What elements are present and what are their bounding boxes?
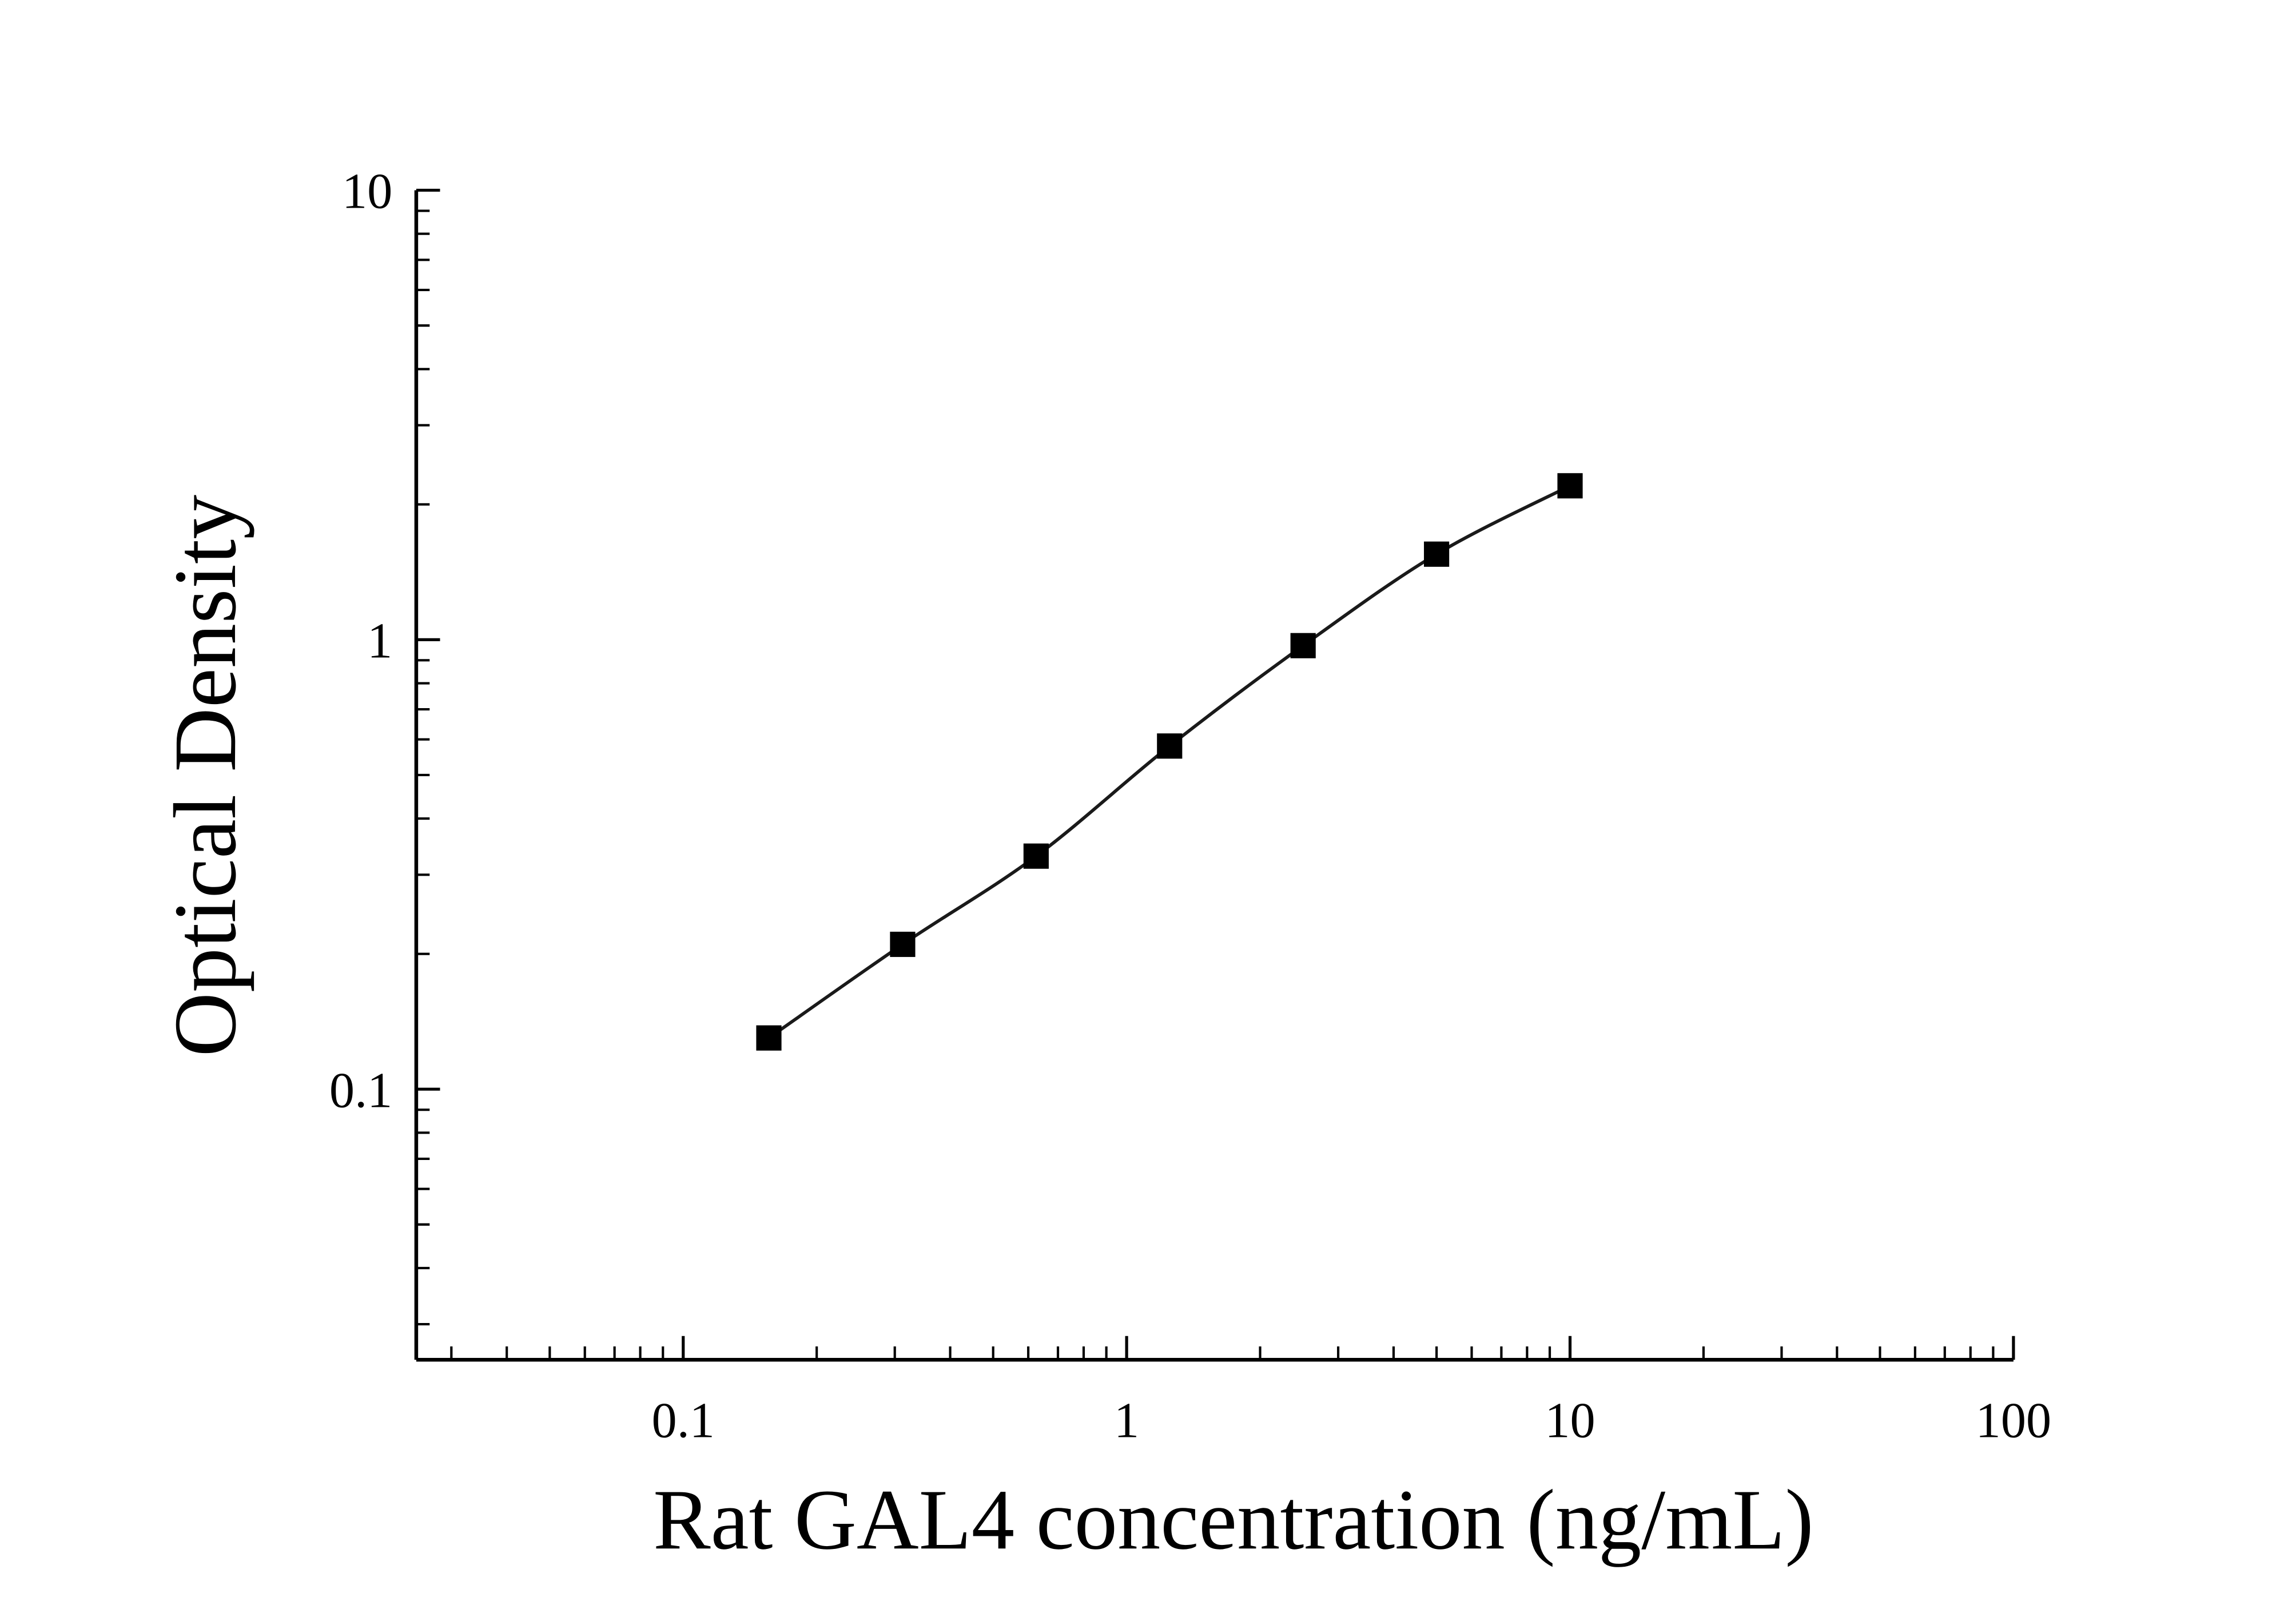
x-tick-label: 100 [1976,1392,2052,1448]
y-tick-label: 1 [367,613,392,669]
plot-area: 0.1 1 10 100 0.1 1 10 [329,164,2051,1449]
data-point-marker [1157,733,1183,759]
data-point-marker [890,931,916,958]
x-tick-label: 1 [1114,1392,1139,1448]
data-point-marker [1557,473,1583,499]
y-axis-title: Optical Density [156,495,254,1057]
data-point-marker [1023,843,1049,869]
data-point-marker [1424,541,1450,567]
data-point-marker [1290,633,1316,658]
x-tick-label: 0.1 [652,1392,715,1448]
data-point-marker [756,1025,782,1051]
x-axis-title: Rat GAL4 concentration (ng/mL) [653,1472,1814,1567]
y-tick-label: 0.1 [329,1062,392,1118]
x-tick-label: 10 [1545,1392,1595,1448]
series-curve [767,484,1571,1040]
y-tick-label: 10 [342,164,392,220]
